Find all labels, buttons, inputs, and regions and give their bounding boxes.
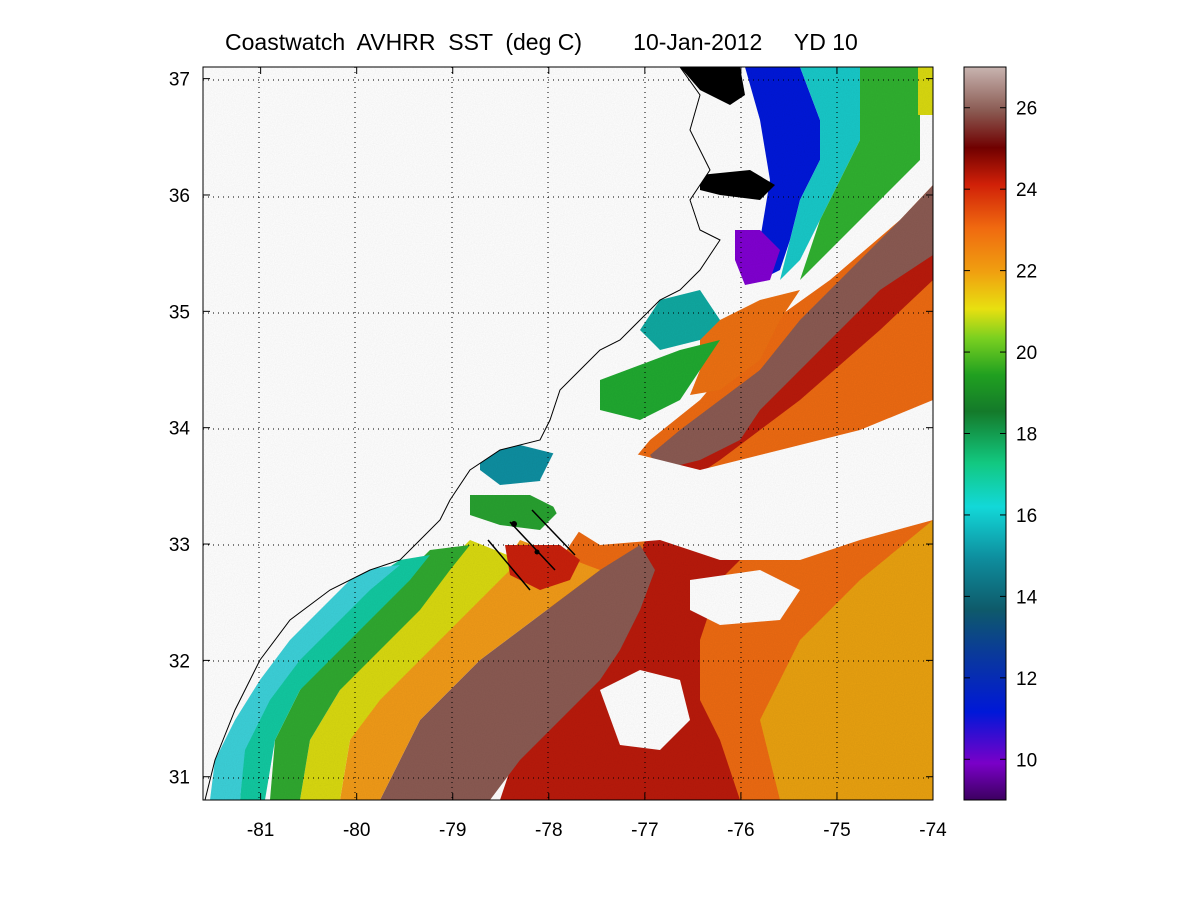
sst-texture bbox=[203, 67, 933, 800]
x-tick-label: -81 bbox=[247, 820, 274, 841]
x-axis: -81 -80 -79 -78 -77 -76 -75 -74 bbox=[247, 67, 947, 841]
y-tick-label: 31 bbox=[169, 768, 190, 789]
colorbar-tick-label: 14 bbox=[1016, 587, 1038, 608]
colorbar-tick-label: 10 bbox=[1016, 750, 1037, 771]
colorbar-tick-label: 16 bbox=[1016, 506, 1037, 527]
y-tick-label: 37 bbox=[169, 70, 190, 91]
x-tick-label: -78 bbox=[535, 820, 562, 841]
y-axis: 31 32 33 34 35 36 37 bbox=[169, 70, 933, 789]
colorbar-tick-label: 26 bbox=[1016, 99, 1037, 120]
x-tick-label: -74 bbox=[919, 820, 947, 841]
y-tick-label: 33 bbox=[169, 535, 190, 556]
x-tick-label: -80 bbox=[343, 820, 370, 841]
figure-title: Coastwatch AVHRR SST (deg C) 10-Jan-2012… bbox=[225, 29, 858, 55]
y-tick-label: 36 bbox=[169, 186, 190, 207]
colorbar-tick-label: 18 bbox=[1016, 425, 1037, 446]
colorbar-tick-label: 22 bbox=[1016, 262, 1037, 283]
map-plot-area bbox=[203, 67, 933, 800]
y-tick-label: 35 bbox=[169, 302, 190, 323]
colorbar-tick-label: 12 bbox=[1016, 669, 1037, 690]
colorbar-ticks: 10 12 14 16 18 20 22 24 26 bbox=[964, 99, 1038, 771]
y-tick-label: 34 bbox=[169, 419, 191, 440]
x-tick-label: -77 bbox=[631, 820, 658, 841]
x-tick-label: -75 bbox=[823, 820, 850, 841]
colorbar-tick-label: 24 bbox=[1016, 180, 1038, 201]
colorbar bbox=[963, 66, 1007, 801]
plot-frame bbox=[202, 66, 934, 801]
x-tick-label: -76 bbox=[727, 820, 754, 841]
y-tick-label: 32 bbox=[169, 651, 190, 672]
colorbar-tick-label: 20 bbox=[1016, 343, 1037, 364]
x-tick-label: -79 bbox=[439, 820, 466, 841]
